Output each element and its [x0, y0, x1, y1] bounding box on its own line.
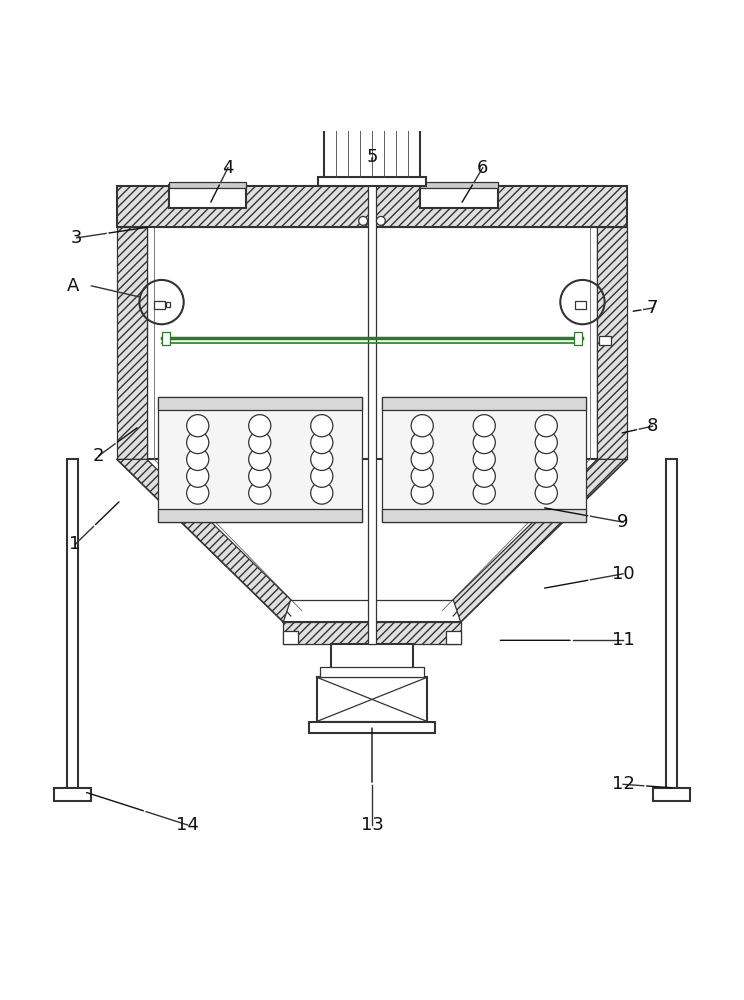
- Bar: [666, 459, 676, 788]
- Circle shape: [248, 415, 271, 437]
- Text: 5: 5: [366, 148, 378, 166]
- Polygon shape: [118, 459, 291, 622]
- Circle shape: [473, 465, 496, 487]
- Circle shape: [187, 415, 209, 437]
- Bar: [574, 332, 583, 345]
- Circle shape: [248, 482, 271, 504]
- Bar: [310, 722, 434, 733]
- Bar: [382, 397, 586, 522]
- Bar: [118, 186, 626, 227]
- Circle shape: [473, 448, 496, 470]
- Bar: [158, 397, 362, 410]
- Circle shape: [535, 431, 557, 454]
- Circle shape: [411, 415, 433, 437]
- Bar: [158, 397, 362, 522]
- Bar: [368, 177, 376, 644]
- Circle shape: [535, 465, 557, 487]
- Circle shape: [376, 216, 385, 225]
- Bar: [382, 509, 586, 522]
- Bar: [331, 644, 413, 677]
- Bar: [597, 227, 626, 459]
- Bar: [446, 631, 461, 644]
- Text: 1: 1: [69, 535, 81, 553]
- Text: 4: 4: [222, 159, 234, 177]
- Bar: [158, 509, 362, 522]
- Text: 14: 14: [176, 816, 199, 834]
- Circle shape: [473, 482, 496, 504]
- Bar: [382, 397, 586, 410]
- Circle shape: [411, 431, 433, 454]
- Polygon shape: [453, 459, 626, 622]
- Circle shape: [473, 431, 496, 454]
- Bar: [283, 631, 298, 644]
- Text: 7: 7: [647, 299, 658, 317]
- Circle shape: [187, 431, 209, 454]
- Text: 6: 6: [477, 159, 489, 177]
- Bar: [169, 182, 246, 188]
- Bar: [68, 459, 78, 788]
- Bar: [575, 301, 586, 309]
- Circle shape: [411, 448, 433, 470]
- Bar: [420, 185, 498, 208]
- Bar: [420, 182, 498, 188]
- Circle shape: [311, 431, 333, 454]
- Circle shape: [311, 415, 333, 437]
- Text: 3: 3: [71, 229, 83, 247]
- Text: 11: 11: [612, 631, 635, 649]
- Circle shape: [311, 482, 333, 504]
- Bar: [652, 788, 690, 801]
- Circle shape: [311, 465, 333, 487]
- Circle shape: [535, 448, 557, 470]
- Bar: [324, 118, 420, 177]
- Bar: [169, 185, 246, 208]
- Bar: [161, 332, 170, 345]
- Text: 9: 9: [618, 513, 629, 531]
- Circle shape: [473, 415, 496, 437]
- Text: 2: 2: [93, 447, 104, 465]
- Bar: [283, 622, 461, 644]
- Text: 12: 12: [612, 775, 635, 793]
- Circle shape: [311, 448, 333, 470]
- Bar: [317, 677, 427, 722]
- Text: 13: 13: [361, 816, 383, 834]
- Circle shape: [248, 465, 271, 487]
- Circle shape: [187, 482, 209, 504]
- Bar: [321, 667, 423, 677]
- Bar: [118, 227, 147, 459]
- Circle shape: [187, 448, 209, 470]
- Bar: [599, 336, 611, 345]
- Text: 8: 8: [647, 417, 658, 435]
- Circle shape: [359, 216, 368, 225]
- Circle shape: [187, 465, 209, 487]
- Circle shape: [411, 465, 433, 487]
- Circle shape: [411, 482, 433, 504]
- Bar: [154, 301, 165, 309]
- Text: A: A: [67, 277, 79, 295]
- Bar: [166, 302, 170, 307]
- Circle shape: [248, 431, 271, 454]
- Bar: [54, 788, 92, 801]
- Bar: [318, 177, 426, 186]
- Circle shape: [535, 482, 557, 504]
- Circle shape: [248, 448, 271, 470]
- Text: 10: 10: [612, 565, 635, 583]
- Circle shape: [535, 415, 557, 437]
